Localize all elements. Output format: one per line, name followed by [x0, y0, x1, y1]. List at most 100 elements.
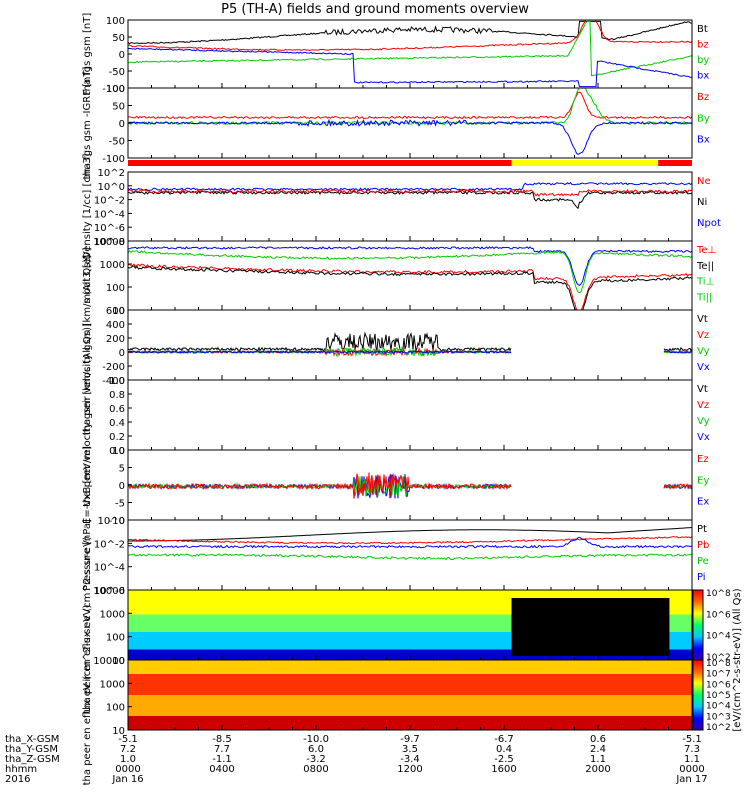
y-axis-label: tha peir en eflux eV (cm^2-s-sr-eV) [82, 536, 93, 713]
y-tick-label: 10^-6 [94, 223, 125, 234]
y-tick-label: 50 [112, 33, 125, 44]
y-axis-label: E=-VxB [mV/m] [82, 446, 93, 524]
legend-bx: bx [697, 71, 709, 82]
y-tick-label: 10^-4 [94, 563, 125, 574]
series-tiperp-line [128, 250, 692, 294]
bottom-row-value: 1600 [491, 764, 516, 775]
legend-pi: Pi [697, 572, 706, 583]
bottom-row-value: 7.3 [684, 744, 700, 755]
y-tick-label: -50 [109, 67, 125, 78]
bottom-row-value: 1200 [397, 764, 422, 775]
series-vx-line [128, 350, 512, 355]
y-tick-label: 0.2 [109, 432, 125, 443]
series-by-line [128, 20, 692, 77]
ion-spectrogram-dropout [511, 598, 670, 656]
bottom-row-label: tha_Y-GSM [5, 744, 58, 755]
series-tpar-line [128, 246, 692, 286]
y-axis-label: tha peer en eflux eV (cm^2-s-sr-eV) [82, 605, 93, 786]
legend-vz: Vz [697, 400, 709, 411]
bottom-row-value: -8.5 [212, 734, 232, 745]
legend-bz: Bz [697, 92, 709, 103]
y-tick-label: 10^-4 [94, 209, 125, 220]
colorbar-label: [eV/(cm^2-s-str-eV)] (All Qs) [732, 588, 743, 731]
series-dbz-line [128, 91, 692, 120]
y-tick-label: 10^-2 [94, 539, 125, 550]
legend-npot: Npot [697, 218, 721, 229]
y-tick-label: 10^0 [98, 182, 125, 193]
y-tick-label: 0 [119, 50, 125, 61]
bottom-row-value: -5.1 [682, 734, 702, 745]
colorbar-tick-label: 10^4 [706, 632, 731, 642]
series-vt-line-1 [663, 346, 692, 352]
y-tick-label: 0.0 [109, 446, 125, 457]
series-ne-line [128, 189, 692, 197]
bottom-row-value: Jan 17 [675, 774, 707, 785]
y-tick-label: 10000 [93, 586, 125, 597]
bottom-row-label: tha_Z-GSM [5, 754, 60, 765]
y-tick-label: 10^-8 [94, 237, 125, 248]
region-bar-red [128, 160, 512, 166]
y-tick-label: 0.6 [109, 404, 125, 415]
ion-spectrogram-band [128, 649, 692, 660]
series-pe-line [128, 553, 692, 561]
y-tick-label: 1.0 [109, 376, 125, 387]
y-tick-label: 1000 [100, 260, 125, 271]
bottom-row-value: 0.6 [590, 734, 606, 745]
series-ez-line [128, 472, 512, 499]
legend-ni: Ni [697, 197, 707, 208]
y-tick-label: -100 [102, 84, 125, 95]
bottom-row-value: 7.2 [120, 744, 136, 755]
bottom-row-value: Jan 16 [111, 774, 143, 785]
series-vx-line-1 [663, 350, 692, 354]
legend-bx: Bx [697, 135, 710, 146]
y-tick-label: 100 [106, 283, 125, 294]
bottom-row-value: 0800 [303, 764, 328, 775]
colorbar-tick-label: 10^7 [706, 670, 731, 680]
y-tick-label: 10^0 [98, 516, 125, 527]
legend-ez: Ez [697, 454, 709, 465]
y-tick-label: 10 [112, 306, 125, 317]
series-dby-line [128, 88, 692, 126]
legend-ti⊥: Ti⊥ [696, 277, 714, 288]
y-axis-label: Density [1/cc] [cm-3] [82, 153, 93, 259]
colorbar-tick-label: 10^8 [706, 659, 731, 669]
series-pt-line [128, 527, 692, 542]
y-tick-label: -200 [102, 362, 125, 373]
legend-bt: Bt [697, 24, 708, 35]
legend-ne: Ne [697, 176, 711, 187]
bottom-row-value: 1.0 [120, 754, 136, 765]
electron-spectrogram-band [128, 695, 692, 716]
series-vt-line [128, 331, 512, 353]
bottom-row-value: 0000 [115, 764, 140, 775]
bottom-row-value: 3.5 [402, 744, 418, 755]
y-tick-label: 10^-2 [94, 196, 125, 207]
series-ez-line-1 [663, 483, 692, 490]
legend-ex: Ex [697, 497, 709, 508]
y-tick-label: 100 [106, 703, 125, 714]
y-tick-label: 1000 [100, 609, 125, 620]
y-tick-label: -100 [102, 154, 125, 165]
panel-frame [127, 309, 693, 381]
bottom-row-value: 2000 [585, 764, 610, 775]
colorbar-tick-label: 10^2 [706, 653, 731, 663]
ion-colorbar [692, 589, 704, 661]
legend-vy: Vy [697, 416, 710, 427]
y-axis-label: tha fgs gsm [nT] [82, 13, 93, 96]
legend-ey: Ey [697, 475, 709, 486]
y-axis-label: tha peir velocity gsm [km/s (All Qs)] [82, 255, 93, 436]
legend-pt: Pt [697, 524, 707, 535]
bottom-row-value: 0400 [209, 764, 234, 775]
y-tick-label: 100 [106, 16, 125, 27]
bottom-row-value: -6.7 [494, 734, 514, 745]
bottom-row-label: hhmm [5, 764, 37, 775]
colorbar-tick-label: 10^6 [706, 680, 731, 690]
colorbar-tick-label: 10^2 [706, 723, 731, 733]
y-tick-label: 5 [119, 464, 125, 475]
y-tick-label: 0 [119, 348, 125, 359]
colorbar-tick-label: 10^6 [706, 610, 731, 620]
y-axis-label: Pressure [nPa] [82, 519, 93, 591]
series-bt-line [128, 20, 692, 45]
bottom-row-value: -5.1 [118, 734, 138, 745]
y-tick-label: 400 [106, 320, 125, 331]
bottom-row-value: -3.2 [306, 754, 326, 765]
